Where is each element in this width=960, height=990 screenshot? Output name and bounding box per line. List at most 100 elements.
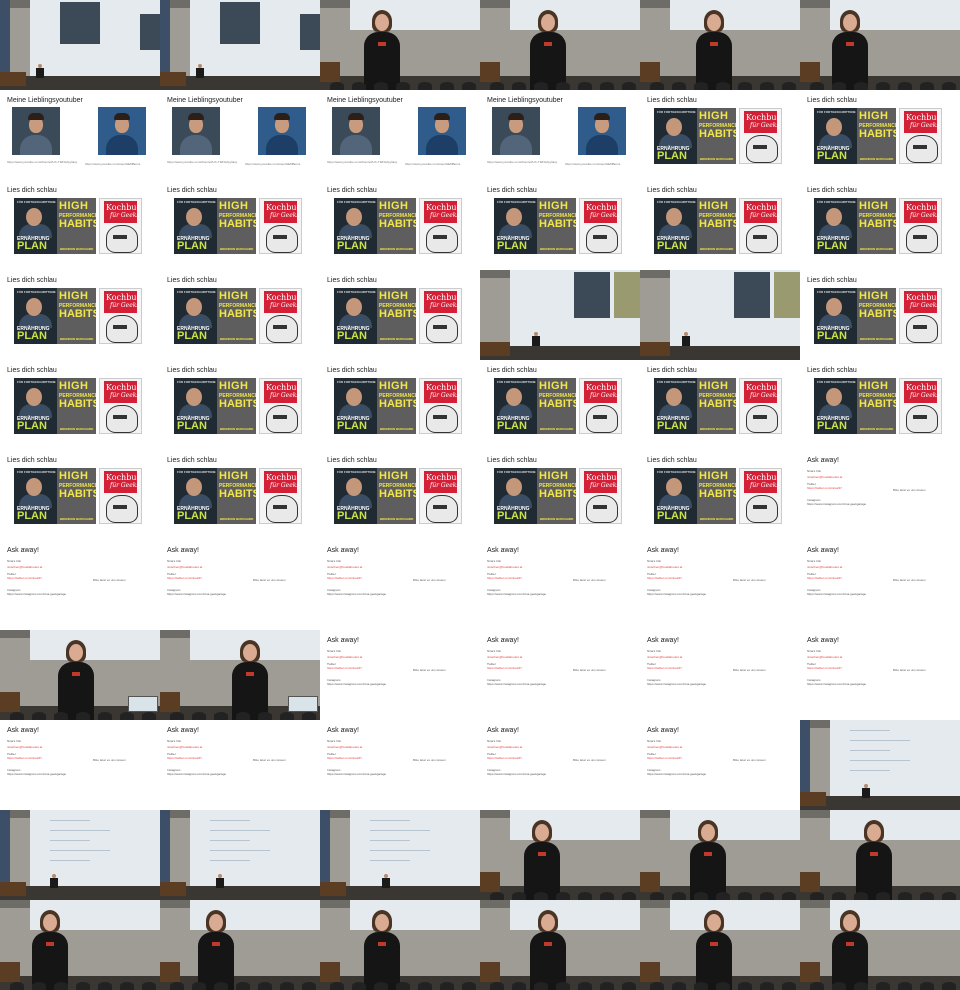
speaker-head [52,874,56,878]
cover-red-banner [744,381,777,403]
cover-red-banner [264,471,297,493]
book-cover-kochbuch-fuer-geeks: Kochbuchfür Geeks [739,378,782,434]
slide-books: Lies dich schlau FÜR FORTGESCHRITTENE ERNÄ… [480,180,640,270]
book-title-word: Kochbuch [586,473,621,482]
audience-head [782,982,796,990]
book-title-word: Kochbuch [106,383,141,392]
book-title-word: für Geeks [110,212,140,219]
book-title-word: HIGH [539,380,569,392]
cover-person [339,224,372,238]
contact-label: Instagram [327,678,341,682]
youtuber-photo [172,107,220,155]
projection-screen [350,900,480,930]
shirt [180,135,212,155]
slide-title: Lies dich schlau [807,367,857,374]
book-cover-high-performance-habits: HIGH PERFORMANCE HABITS BRENDON BURCHARD [857,198,896,254]
contact-note: Bitte lasst es uns wissen [413,668,446,672]
book-tagline: FÜR FORTGESCHRITTENE [497,380,536,384]
book-title-word: ERNÄHRUNG [497,416,530,422]
projected-text-line [850,770,890,771]
book-title-word: PLAN [337,240,367,252]
book-title-word: HABITS [379,398,416,410]
audience-head [876,892,890,900]
projected-text-line [50,850,110,851]
shirt-logo [378,942,386,946]
book-cover-ernaehrungsplan: FÜR FORTGESCHRITTENE ERNÄHRUNG PLAN [814,198,857,254]
slide-title: Lies dich schlau [487,367,537,374]
contact-label: Twitter [7,572,16,576]
book-cover-ernaehrungsplan: FÜR FORTGESCHRITTENE ERNÄHRUNG PLAN [494,468,537,524]
cover-person [19,224,52,238]
cover-face [666,118,682,136]
projection-screen [510,900,640,930]
audience-head [738,892,752,900]
cover-person [339,314,372,328]
cover-sketch-glasses [433,325,447,329]
contact-link: ninachen@foodlaborant.at [807,655,843,659]
slide-title: Lies dich schlau [487,457,537,464]
youtube-link: https://www.youtube.com/channel/UC-T9Z4c… [487,160,557,164]
cover-person [659,404,692,418]
contact-link: ninachen@foodlaborant.at [647,565,683,569]
shirt-logo [378,42,386,46]
slide-books: Lies dich schlau FÜR FORTGESCHRITTENE ERNÄ… [640,90,800,180]
contact-label: Twitter [487,572,496,576]
speaker-figure [196,64,204,78]
book-cover-kochbuch-fuer-geeks: Kochbuchfür Geeks [99,288,142,344]
book-title-word: ERNÄHRUNG [497,506,530,512]
book-title-word: HABITS [699,128,736,140]
slide-books: Lies dich schlau FÜR FORTGESCHRITTENE ERNÄ… [0,270,160,360]
cover-person [659,134,692,148]
book-cover-kochbuch-fuer-geeks: Kochbuchfür Geeks [99,468,142,524]
cover-sketch-glasses [593,415,607,419]
audience-head [898,892,912,900]
slide-title: Ask away! [807,457,839,464]
cover-sketch-glasses [753,235,767,239]
cover-sketch [906,135,938,163]
slide-questions: Ask away! Nina's Info ninachen@foodlaboran… [480,720,640,810]
slide-questions: Ask away! Nina's Info ninachen@foodlaboran… [800,450,960,540]
audience-head [192,712,206,720]
book-title-word: ERNÄHRUNG [177,416,210,422]
book-title-word: PERFORMANCE [219,213,256,219]
audience-head [854,82,868,90]
shirt-logo [710,42,718,46]
book-tagline: FÜR FORTGESCHRITTENE [657,200,696,204]
book-cover-kochbuch-fuer-geeks: Kochbuchfür Geeks [899,288,942,344]
speaker-head [384,874,388,878]
book-title-word: PLAN [657,150,687,162]
youtube-link: https://www.youtube.com/user/HEMBeros [85,162,141,166]
camera-shot-speaker [0,900,160,990]
contact-link: ninachen@foodlaborant.at [327,565,363,569]
contact-label: Twitter [807,662,816,666]
youtuber-photo [418,107,466,155]
contact-link: https://www.instagram.com/nina.geekgarag… [7,772,67,776]
book-tagline: FÜR FORTGESCHRITTENE [177,200,216,204]
book-title-word: Kochbuch [746,203,781,212]
cover-sketch-glasses [273,235,287,239]
audience-head [236,712,250,720]
cover-sketch [746,495,778,523]
book-author: BRENDON BURCHARD [700,157,734,161]
audience-head [142,982,156,990]
contact-note: Bitte lasst es uns wissen [893,668,926,672]
audience-head [716,982,730,990]
book-cover-kochbuch-fuer-geeks: Kochbuchfür Geeks [899,198,942,254]
camera-shot-speaker-close [160,630,320,720]
book-title-word: ERNÄHRUNG [657,506,690,512]
slide-youtubers: Meine Lieblingsyoutuber https://www.youtu… [0,90,160,180]
book-cover-high-performance-habits: HIGH PERFORMANCE HABITS BRENDON BURCHARD [697,378,736,434]
contact-label: Instagram [647,768,661,772]
book-title-word: ERNÄHRUNG [337,506,370,512]
book-title-word: PERFORMANCE [219,393,256,399]
speaker-figure [694,910,734,990]
book-author: BRENDON BURCHARD [700,247,734,251]
youtube-link: https://www.youtube.com/user/HEMBeros [565,162,621,166]
slide-title: Ask away! [7,547,39,554]
slide-title: Ask away! [167,547,199,554]
contact-label: Instagram [647,678,661,682]
youtube-link: https://www.youtube.com/channel/UC-T9Z4c… [7,160,77,164]
camera-shot-speaker [320,0,480,90]
book-title-word: PLAN [177,240,207,252]
cover-sketch-glasses [113,505,127,509]
